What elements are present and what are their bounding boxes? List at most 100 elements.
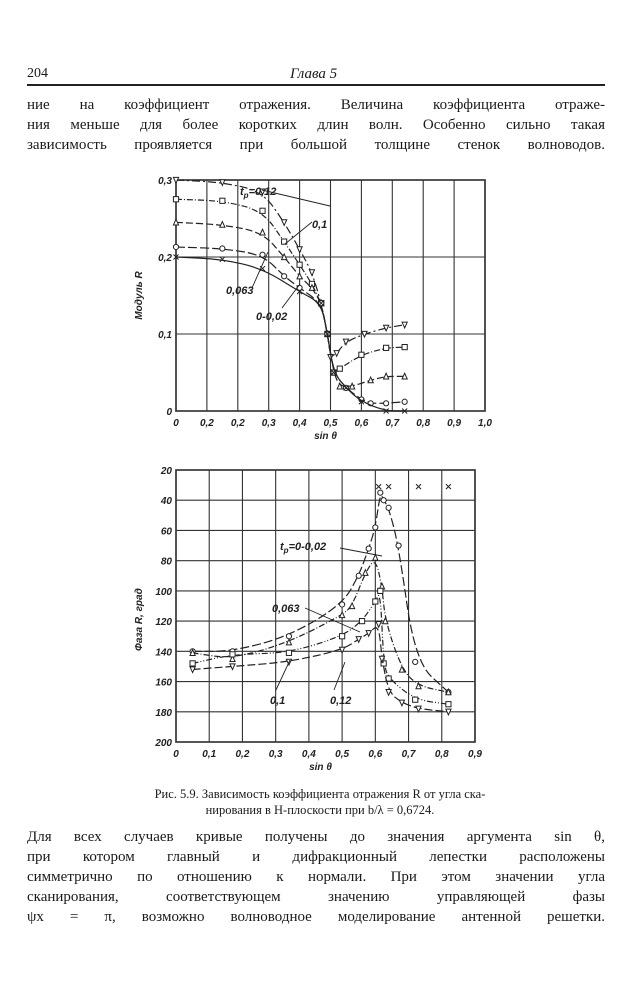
data-point <box>401 343 408 351</box>
y-tick-label: 100 <box>155 587 172 598</box>
data-point <box>296 271 303 280</box>
data-point <box>401 398 408 405</box>
text-line: ние на коэффициент отражения. Величина к… <box>27 97 605 113</box>
x-tick-label: 0,4 <box>302 749 316 760</box>
y-tick-label: 0,3 <box>158 176 172 187</box>
x-tick-label: 0,5 <box>335 749 349 760</box>
series-square <box>189 587 452 708</box>
data-point <box>355 636 363 644</box>
running-header-chapter: Глава 5 <box>290 66 338 82</box>
y-axis-label: Фаза R, град <box>134 588 145 651</box>
y-tick-label: 0,1 <box>158 330 172 341</box>
annotation-leader <box>275 659 291 691</box>
data-point <box>367 375 375 384</box>
data-point <box>336 365 343 372</box>
series-cross <box>375 483 452 490</box>
data-point <box>385 689 392 697</box>
data-point <box>324 331 331 337</box>
curve-annotation: 0-0,02 <box>256 311 287 323</box>
data-point <box>218 220 226 228</box>
x-tick-label: 0,3 <box>269 749 283 760</box>
y-axis-label: Модуль R <box>134 271 145 320</box>
x-axis-label: sin θ <box>309 762 332 773</box>
text-line: зависимость проявляется при большой толщ… <box>27 137 605 153</box>
data-point <box>318 300 325 307</box>
y-tick-label: 0 <box>166 407 172 418</box>
y-tick-label: 0,2 <box>158 253 172 264</box>
data-point <box>348 601 356 610</box>
data-point <box>383 400 390 407</box>
x-tick-label: 0,9 <box>468 749 482 760</box>
data-point <box>219 256 226 263</box>
y-tick-label: 140 <box>155 647 172 658</box>
x-tick-label: 0,2 <box>235 749 249 760</box>
annotation-leader <box>284 221 313 245</box>
data-point <box>308 283 316 291</box>
data-point <box>259 265 266 272</box>
annotation-subscript: p <box>243 191 249 200</box>
data-point <box>339 601 346 608</box>
data-point <box>285 649 293 656</box>
series-triangle <box>172 218 409 390</box>
data-point <box>229 651 236 658</box>
chart-1: 0 0,2 0,2 0,3 0,4 0,5 0,6 0,7 0,8 0,9 1,0 0 0,1 0,2 0,… <box>134 176 492 442</box>
data-point <box>398 699 406 708</box>
curve-annotation: 0,1 <box>312 219 327 231</box>
data-point <box>401 321 409 330</box>
data-point <box>355 572 362 579</box>
data-point <box>342 338 350 347</box>
data-point <box>229 654 236 662</box>
data-point <box>336 382 344 390</box>
series-triangle-down <box>172 176 409 362</box>
series-triangle <box>189 553 452 696</box>
data-point <box>385 504 392 511</box>
data-point <box>281 273 288 280</box>
series-line <box>192 562 449 693</box>
data-point <box>308 269 316 277</box>
y-tick-label: 200 <box>154 738 172 749</box>
x-tick-label: 0,5 <box>324 418 338 429</box>
data-point <box>382 372 390 380</box>
y-tick-label: 40 <box>160 496 173 507</box>
data-point <box>378 655 386 664</box>
data-point <box>381 616 389 625</box>
series-cross <box>173 254 408 414</box>
annotation-leader <box>281 283 301 309</box>
annotation-subscript: p <box>283 546 289 555</box>
y-tick-label: 160 <box>155 678 172 689</box>
data-point <box>415 681 422 690</box>
y-tick-label: 60 <box>161 526 173 537</box>
data-point <box>445 708 452 717</box>
data-point <box>445 483 452 490</box>
data-point <box>383 408 389 414</box>
x-tick-label: 0 <box>173 418 179 429</box>
data-point <box>380 660 387 667</box>
data-point <box>172 196 180 203</box>
data-point <box>375 621 383 629</box>
data-point <box>365 630 373 638</box>
data-point <box>372 598 379 605</box>
text-line: симметрично по отношению к нормали. При … <box>27 869 605 885</box>
curve-annotation: 0,1 <box>270 695 285 707</box>
data-point <box>371 553 379 561</box>
data-point <box>259 228 266 236</box>
x-tick-label: 0,2 <box>200 418 214 429</box>
data-point <box>338 610 346 619</box>
data-point <box>358 351 365 358</box>
caption-line: нирования в H-плоскости при b/λ = 0,6724… <box>205 803 435 817</box>
x-tick-label: 0,7 <box>385 418 399 429</box>
x-tick-label: 0 <box>173 749 179 760</box>
data-point <box>172 176 180 185</box>
annotation-leader <box>333 661 346 691</box>
page-number: 204 <box>27 66 48 81</box>
data-point <box>398 665 406 673</box>
text-line: сканирования, соответствующем значению у… <box>27 889 605 905</box>
data-point <box>395 542 402 549</box>
x-tick-label: 0,1 <box>202 749 216 760</box>
series-line <box>175 221 405 387</box>
paragraph-bottom: Для всех случаев кривые получены до знач… <box>27 827 605 927</box>
x-tick-label: 1,0 <box>478 418 492 429</box>
header-rule <box>27 84 605 86</box>
series-triangle-down <box>189 621 452 717</box>
curve-annotation: tp=0-0,02 <box>280 541 326 555</box>
